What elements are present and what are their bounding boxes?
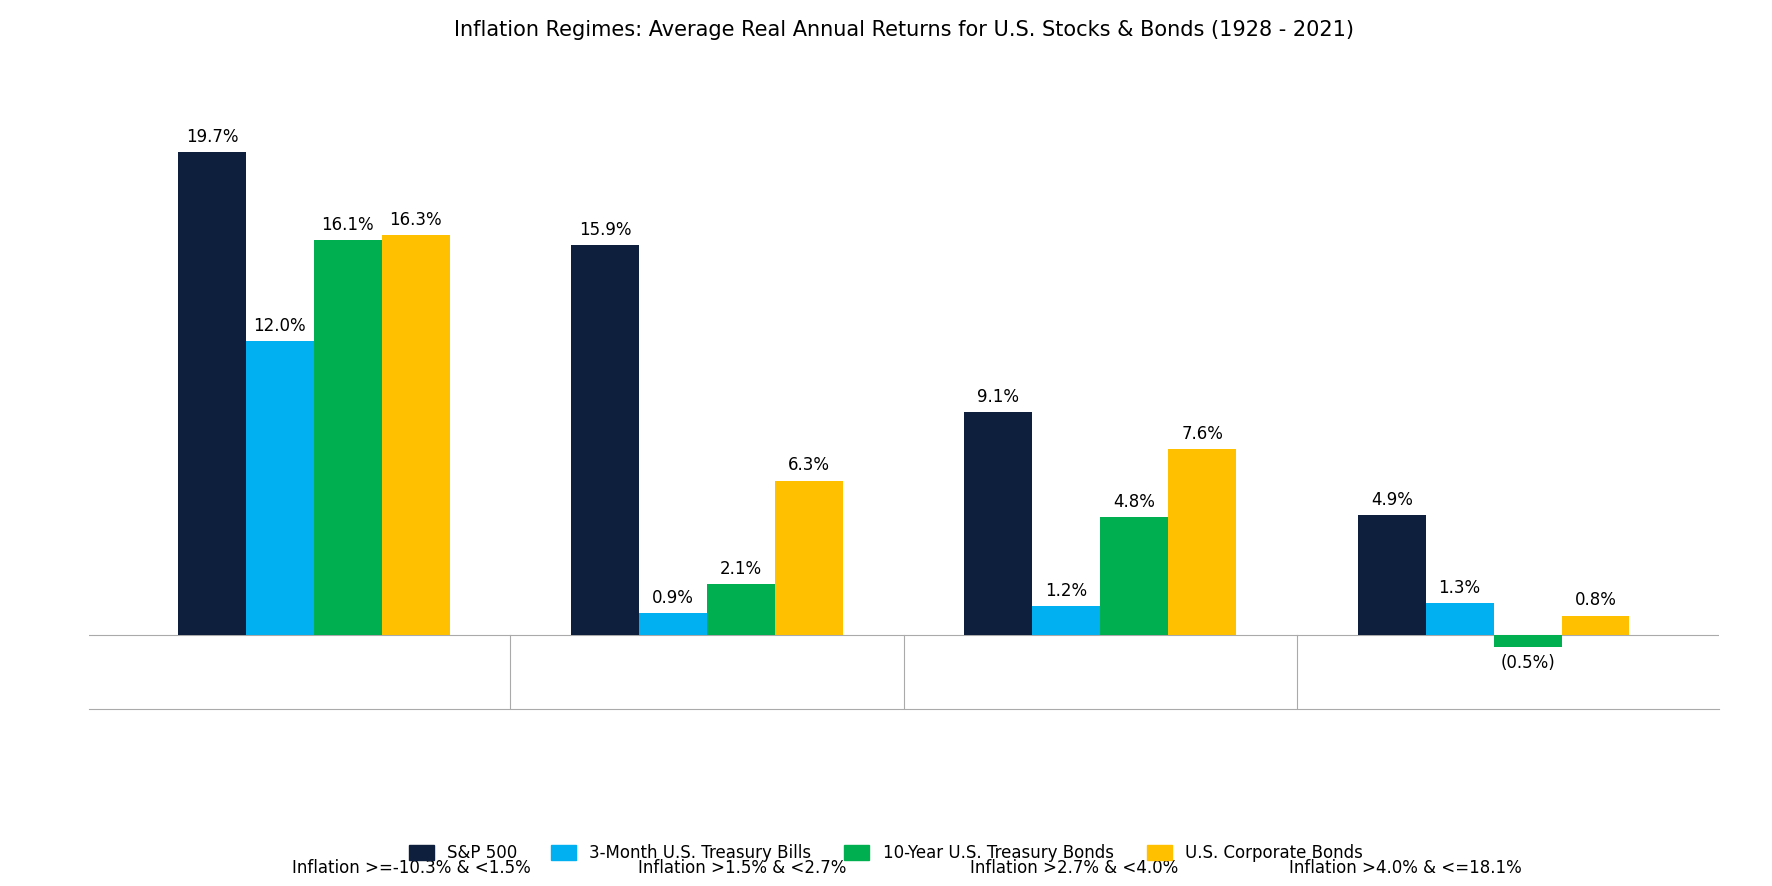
Bar: [314, 240, 381, 635]
Bar: [1426, 603, 1494, 635]
Text: Inflation >2.7% & <4.0%: Inflation >2.7% & <4.0%: [969, 859, 1178, 877]
Bar: [1561, 616, 1630, 635]
Text: 9.1%: 9.1%: [978, 388, 1019, 406]
Text: 19.7%: 19.7%: [186, 128, 237, 145]
Text: (0.5%): (0.5%): [1501, 654, 1556, 672]
Text: 16.3%: 16.3%: [390, 211, 441, 229]
Title: Inflation Regimes: Average Real Annual Returns for U.S. Stocks & Bonds (1928 - 2: Inflation Regimes: Average Real Annual R…: [454, 20, 1354, 40]
Legend: S&P 500, 3-Month U.S. Treasury Bills, 10-Year U.S. Treasury Bonds, U.S. Corporat: S&P 500, 3-Month U.S. Treasury Bills, 10…: [402, 837, 1370, 869]
Bar: [640, 613, 707, 635]
Bar: [1357, 515, 1426, 635]
Text: Inflation >1.5% & <2.7%: Inflation >1.5% & <2.7%: [638, 859, 847, 877]
Bar: [246, 341, 314, 635]
Bar: [381, 236, 450, 635]
Bar: [964, 412, 1033, 635]
Bar: [707, 584, 774, 635]
Text: 4.9%: 4.9%: [1372, 491, 1412, 509]
Text: 0.8%: 0.8%: [1575, 592, 1616, 610]
Text: Inflation >=-10.3% & <1.5%: Inflation >=-10.3% & <1.5%: [292, 859, 530, 877]
Text: 15.9%: 15.9%: [579, 221, 631, 239]
Bar: [774, 480, 843, 635]
Bar: [177, 152, 246, 635]
Text: 4.8%: 4.8%: [1113, 494, 1155, 511]
Bar: [571, 245, 640, 635]
Bar: [1100, 517, 1168, 635]
Text: 7.6%: 7.6%: [1182, 424, 1223, 443]
Text: 2.1%: 2.1%: [719, 560, 762, 578]
Text: 12.0%: 12.0%: [253, 316, 307, 335]
Bar: [1168, 448, 1237, 635]
Bar: [1494, 635, 1561, 648]
Text: 6.3%: 6.3%: [789, 456, 829, 475]
Text: 0.9%: 0.9%: [652, 589, 695, 607]
Text: Inflation >4.0% & <=18.1%: Inflation >4.0% & <=18.1%: [1288, 859, 1522, 877]
Bar: [1033, 606, 1100, 635]
Text: 16.1%: 16.1%: [321, 216, 374, 234]
Text: 1.2%: 1.2%: [1045, 581, 1088, 600]
Text: 1.3%: 1.3%: [1439, 579, 1481, 597]
